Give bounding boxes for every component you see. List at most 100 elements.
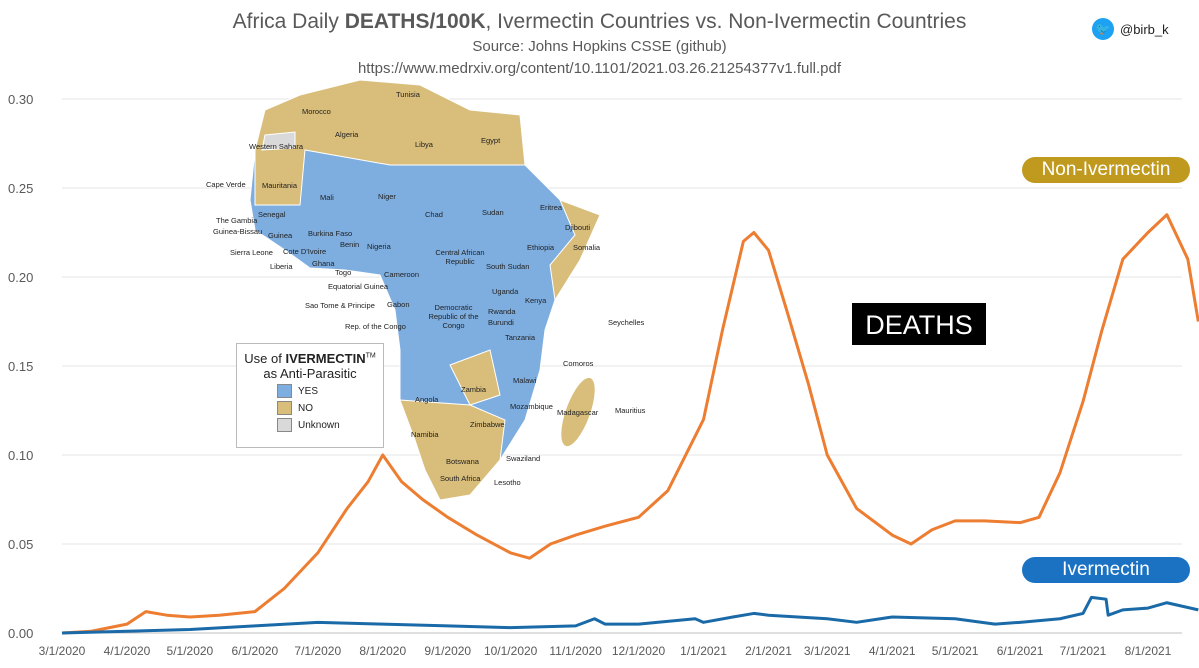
map-country-label: Eritrea [540, 203, 563, 212]
map-country-label: Kenya [525, 296, 547, 305]
map-country-label: Democratic Republic of the Congo [428, 303, 479, 330]
series-label-non-ivermectin: Non-Ivermectin [1022, 157, 1190, 183]
y-tick-label: 0.30 [8, 92, 33, 107]
map-country-label: The Gambia [216, 216, 258, 225]
map-country-label: Cameroon [384, 270, 420, 279]
series-line-non-ivermectin [61, 213, 1199, 635]
map-country-label: Chad [425, 210, 443, 219]
twitter-bird-icon: 🐦 [1092, 18, 1114, 40]
map-no-horn [549, 199, 601, 302]
map-country-label: Liberia [270, 262, 293, 271]
x-tick-label: 5/1/2020 [167, 644, 214, 658]
x-tick-label: 6/1/2020 [232, 644, 279, 658]
y-tick-label: 0.15 [8, 359, 33, 374]
y-tick-label: 0.00 [8, 626, 33, 641]
map-country-label: Mauritania [262, 181, 298, 190]
x-tick-label: 3/1/2021 [804, 644, 851, 658]
map-country-label: Comoros [563, 359, 594, 368]
chart-url: https://www.medrxiv.org/content/10.1101/… [357, 60, 842, 77]
map-country-label: Cote D'Ivoire [283, 247, 327, 256]
map-no-north [254, 79, 526, 206]
x-tick-label: 12/1/2020 [612, 644, 666, 658]
legend-item-no: NO [277, 401, 383, 415]
map-country-label: Benin [340, 240, 360, 249]
map-country-label: Angola [415, 395, 439, 404]
x-tick-label: 8/1/2020 [359, 644, 406, 658]
map-country-label: Egypt [481, 136, 501, 145]
map-country-label: Equatorial Guinea [328, 282, 389, 291]
x-tick-label: 5/1/2021 [932, 644, 979, 658]
y-tick-label: 0.05 [8, 537, 33, 552]
map-unknown-western-sahara [261, 131, 296, 151]
map-legend: Use of IVERMECTINTM as Anti-Parasitic YE… [236, 343, 384, 448]
map-country-label: Tanzania [505, 333, 536, 342]
map-country-label: Guinea-Bissau [213, 227, 263, 236]
map-no-central-south [449, 349, 501, 406]
series-label-ivermectin: Ivermectin [1022, 557, 1190, 583]
series-line-ivermectin [61, 595, 1199, 635]
x-tick-label: 3/1/2020 [39, 644, 86, 658]
chart-source: Source: Johns Hopkins CSSE (github) [472, 38, 727, 55]
map-madagascar [561, 377, 595, 447]
map-country-label: Libya [415, 140, 433, 149]
map-country-label: Central African Republic [435, 248, 485, 266]
y-tick-label: 0.25 [8, 181, 33, 196]
map-country-label: Tunisia [396, 90, 420, 99]
map-country-label: Seychelles [608, 318, 645, 327]
map-country-label: Gabon [387, 300, 410, 309]
x-tick-label: 1/1/2021 [680, 644, 727, 658]
map-country-label: Algeria [335, 130, 359, 139]
map-country-label: Mozambique [510, 402, 553, 411]
map-country-label: Ethiopia [527, 243, 555, 252]
legend-title: Use of IVERMECTINTM [244, 351, 376, 366]
map-country-label: Niger [378, 192, 396, 201]
y-tick-label: 0.10 [8, 448, 33, 463]
map-country-label: Mauritius [615, 406, 646, 415]
map-country-label: Cape Verde [206, 180, 246, 189]
x-tick-label: 4/1/2021 [869, 644, 916, 658]
x-tick-label: 7/1/2020 [294, 644, 341, 658]
x-tick-label: 2/1/2021 [745, 644, 792, 658]
map-country-label: Nigeria [367, 242, 391, 251]
map-country-label: Lesotho [494, 478, 521, 487]
map-country-label: Senegal [258, 210, 286, 219]
y-tick-label: 0.20 [8, 270, 33, 285]
map-country-label: Burundi [488, 318, 514, 327]
chart-title: Africa Daily DEATHS/100K, Ivermectin Cou… [232, 10, 967, 33]
deaths-label: DEATHS [852, 303, 986, 345]
map-country-label: Guinea [268, 231, 293, 240]
map-country-label: Burkina Faso [308, 229, 353, 238]
map-country-label: Rep. of the Congo [345, 322, 406, 331]
map-country-label: Zimbabwe [470, 420, 505, 429]
map-country-label: Ghana [312, 259, 335, 268]
handle-text: @birb_k [1120, 21, 1169, 37]
map-country-label: Botswana [446, 457, 479, 466]
map-country-label: Madagascar [557, 408, 599, 417]
map-country-label: Sudan [482, 208, 504, 217]
x-tick-label: 8/1/2021 [1125, 644, 1172, 658]
map-country-label: Mali [320, 193, 334, 202]
legend-item-unknown: Unknown [277, 418, 383, 432]
map-country-label: Togo [335, 268, 352, 277]
map-country-label: Sao Tome & Principe [305, 301, 375, 310]
map-country-label: Sierra Leone [230, 248, 273, 257]
map-country-label: Zambia [461, 385, 487, 394]
x-tick-label: 6/1/2021 [997, 644, 1044, 658]
legend-item-yes: YES [277, 384, 383, 398]
map-country-label: Somalia [573, 243, 601, 252]
map-country-label: Morocco [302, 107, 331, 116]
map-country-label: Swaziland [506, 454, 541, 463]
map-country-label: Uganda [492, 287, 519, 296]
map-country-label: Western Sahara [249, 142, 304, 151]
twitter-handle: 🐦 @birb_k [1092, 18, 1169, 40]
x-tick-label: 10/1/2020 [484, 644, 538, 658]
map-country-label: South Africa [440, 474, 481, 483]
map-no-south [399, 399, 506, 501]
map-country-label: Djibouti [565, 223, 591, 232]
map-country-label: Namibia [411, 430, 439, 439]
map-country-label: South Sudan [486, 262, 530, 271]
map-country-label: Malawi [513, 376, 537, 385]
